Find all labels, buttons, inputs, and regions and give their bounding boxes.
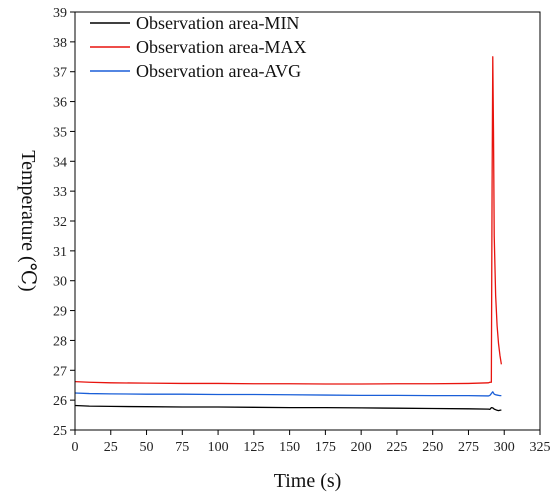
legend-label-max: Observation area-MAX [136, 37, 306, 57]
x-tick-label: 75 [175, 440, 189, 455]
series-line-max [74, 56, 503, 385]
y-tick-label: 36 [53, 96, 67, 111]
y-tick-label: 34 [53, 155, 67, 170]
series-line-min [74, 404, 502, 412]
x-tick-label: 300 [494, 440, 515, 455]
x-tick-label: 0 [72, 440, 79, 455]
legend-label-min: Observation area-MIN [136, 13, 299, 33]
x-tick-label: 150 [279, 440, 300, 455]
x-tick-label: 50 [140, 440, 154, 455]
x-tick-label: 275 [458, 440, 479, 455]
y-tick-label: 31 [53, 245, 67, 260]
y-tick-label: 35 [53, 125, 67, 140]
x-tick-label: 250 [422, 440, 443, 455]
x-tick-label: 225 [386, 440, 407, 455]
series-layer [74, 56, 503, 412]
y-tick-label: 29 [53, 305, 67, 320]
x-tick-label: 25 [104, 440, 118, 455]
x-tick-label: 175 [315, 440, 336, 455]
x-tick-label: 125 [243, 440, 264, 455]
y-tick-label: 26 [53, 394, 67, 409]
legend-label-avg: Observation area-AVG [136, 61, 301, 81]
x-axis-label: Time (s) [274, 470, 342, 492]
y-tick-label: 32 [53, 215, 67, 230]
y-axis-label: Temperature (℃) [17, 150, 39, 291]
y-tick-label: 30 [53, 275, 67, 290]
y-tick-label: 37 [53, 66, 67, 81]
legend: Observation area-MIN Observation area-MAX… [90, 13, 306, 81]
x-tick-label: 100 [208, 440, 229, 455]
x-tick-label: 325 [530, 440, 550, 455]
y-tick-label: 25 [53, 424, 67, 439]
y-tick-label: 27 [53, 364, 67, 379]
series-line-avg [74, 391, 502, 397]
y-tick-label: 38 [53, 36, 67, 51]
ticks-layer: 0 25 50 75 100 125 150 175 200 225 250 275 300 325 25 2… [53, 6, 550, 455]
y-tick-label: 33 [53, 185, 67, 200]
y-tick-label: 28 [53, 334, 67, 349]
x-tick-label: 200 [351, 440, 372, 455]
y-tick-label: 39 [53, 6, 67, 21]
